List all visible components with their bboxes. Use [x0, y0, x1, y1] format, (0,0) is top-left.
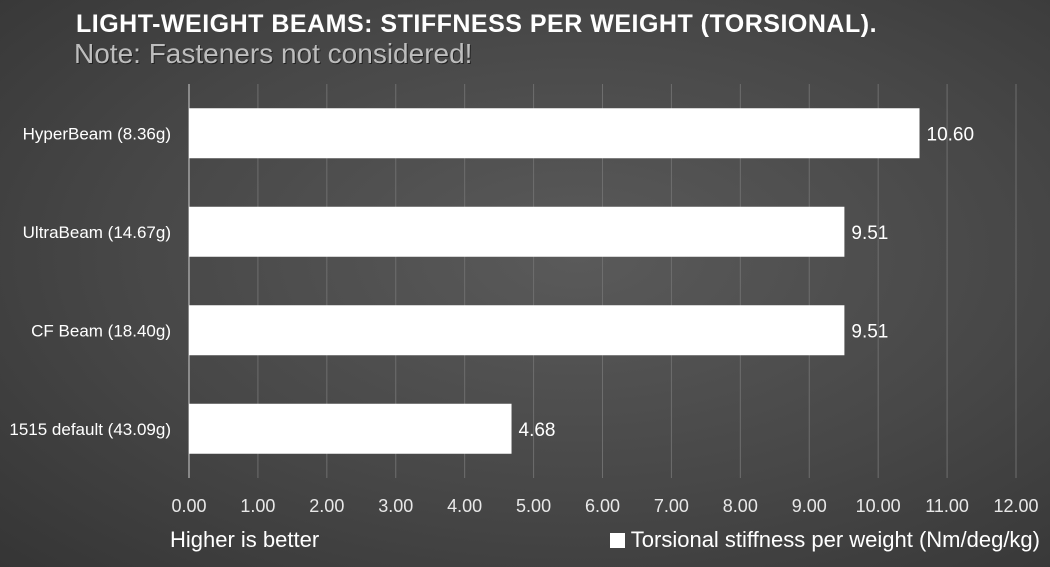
x-tick-label: 9.00: [792, 496, 827, 516]
category-label: HyperBeam (8.36g): [23, 124, 171, 143]
x-tick-label: 8.00: [723, 496, 758, 516]
chart-subtitle: Note: Fasteners not considered!: [74, 38, 473, 69]
category-label: 1515 default (43.09g): [9, 420, 171, 439]
bar: [189, 108, 920, 159]
x-tick-label: 6.00: [585, 496, 620, 516]
higher-is-better-note: Higher is better: [170, 527, 320, 552]
bar: [189, 305, 845, 356]
x-tick-label: 10.00: [856, 496, 901, 516]
x-tick-label: 7.00: [654, 496, 689, 516]
data-label: 9.51: [851, 321, 888, 342]
data-label: 4.68: [519, 420, 556, 441]
legend-swatch: [609, 532, 625, 548]
bars: HyperBeam (8.36g) 10.60 UltraBeam (14.67g)…: [9, 108, 974, 454]
x-axis-ticks: 0.00 1.00 2.00 3.00 4.00 5.00 6.00 7.00 8.00 9.00…: [171, 496, 1038, 516]
bar: [189, 206, 845, 257]
data-label: 10.60: [927, 124, 975, 145]
category-label: UltraBeam (14.67g): [23, 223, 171, 242]
legend: Torsional stiffness per weight (Nm/deg/k…: [609, 527, 1040, 553]
category-label: CF Beam (18.40g): [31, 321, 171, 340]
x-tick-label: 4.00: [447, 496, 482, 516]
data-label: 9.51: [851, 223, 888, 244]
bar: [189, 403, 512, 454]
x-tick-label: 0.00: [171, 496, 206, 516]
x-tick-label: 5.00: [516, 496, 551, 516]
x-tick-label: 1.00: [240, 496, 275, 516]
legend-label: Torsional stiffness per weight (Nm/deg/k…: [630, 527, 1040, 552]
x-tick-label: 3.00: [378, 496, 413, 516]
x-tick-label: 2.00: [309, 496, 344, 516]
x-tick-label: 11.00: [925, 496, 969, 516]
x-tick-label: 12.00: [993, 496, 1038, 516]
chart-title: LIGHT-WEIGHT BEAMS: STIFFNESS PER WEIGHT…: [76, 10, 878, 38]
